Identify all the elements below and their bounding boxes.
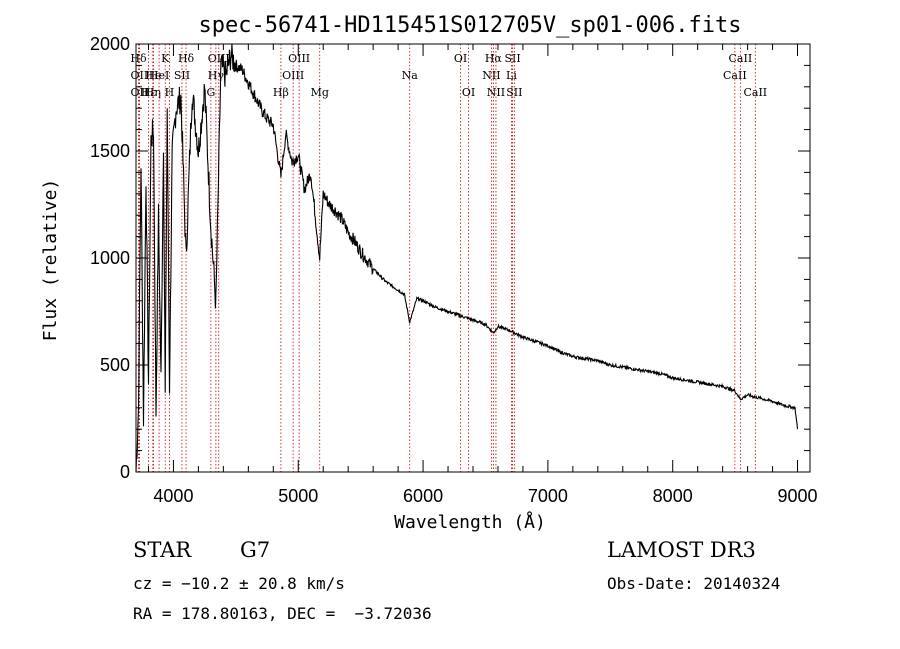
spectral-line-label: CaII [729, 52, 753, 65]
spectral-subclass: G7 [240, 538, 271, 562]
spectral-line-label: OIII [208, 52, 230, 65]
spectral-line-label: OIII [282, 69, 304, 82]
x-tick-label: 8000 [653, 486, 693, 506]
spectral-line-label: CaII [743, 86, 767, 99]
spectral-line-label: Hδ [178, 52, 195, 65]
spectral-line-label: OII [131, 86, 149, 99]
spectral-line-label: He [145, 69, 161, 82]
x-tick-label: 5000 [278, 486, 318, 506]
y-tick-label: 1500 [90, 141, 130, 161]
y-tick-label: 1000 [90, 248, 130, 268]
spectral-line-label: Li [506, 69, 517, 82]
spectral-line-label: HeI [149, 69, 169, 82]
axis-ticks: 4000 5000 6000 7000 8000 9000 0 500 1000 1500 2000 [90, 34, 818, 506]
spectral-line-label: Hγ [208, 69, 225, 82]
x-axis-label: Wavelength (Å) [394, 511, 546, 533]
spectral-line-label: NII [482, 69, 500, 82]
spectral-line-label: Hα [485, 52, 503, 65]
spectral-line-label: H [165, 86, 175, 99]
plot-frame [135, 43, 811, 473]
spectral-line-label: OIII [288, 52, 310, 65]
y-tick-label: 500 [100, 355, 130, 375]
spectral-line-label: K [161, 52, 170, 65]
spectral-line-label: G [206, 86, 215, 99]
object-type: STAR [133, 538, 192, 562]
spectrum-chart: spec-56741-HD115451S012705V_sp01-006.fit… [40, 13, 818, 533]
obs-date: Obs-Date: 20140324 [607, 574, 781, 593]
spectral-line-label: Hδ [130, 52, 147, 65]
spectrum-line [135, 43, 799, 473]
spectral-line-label: OI [462, 86, 475, 99]
x-tick-label: 4000 [153, 486, 193, 506]
spectral-line-label: CaII [723, 69, 747, 82]
spectral-line-label: Hη [145, 86, 161, 99]
spectral-line-label: SII [504, 52, 520, 65]
coordinates: RA = 178.80163, DEC = −3.72036 [133, 604, 432, 623]
x-tick-label: 7000 [528, 486, 568, 506]
redshift-cz: cz = −10.2 ± 20.8 km/s [133, 574, 345, 593]
x-tick-label: 9000 [777, 486, 817, 506]
spectral-line-label: Na [402, 69, 419, 82]
survey-name: LAMOST DR3 [607, 538, 756, 562]
spectral-line-label: Hβ [273, 86, 289, 99]
y-axis-label: Flux (relative) [40, 179, 61, 342]
spectral-line-label: OI [454, 52, 467, 65]
y-tick-label: 0 [120, 462, 130, 482]
spectral-line-label: SII [506, 86, 522, 99]
spectral-line-label: Mg [311, 86, 329, 99]
x-tick-label: 6000 [403, 486, 443, 506]
spectral-line-label: SII [174, 69, 190, 82]
y-tick-label: 2000 [90, 34, 130, 54]
spectral-line-label: NII [487, 86, 505, 99]
chart-title: spec-56741-HD115451S012705V_sp01-006.fit… [198, 13, 741, 38]
spectral-line-label: Hε [141, 86, 157, 99]
